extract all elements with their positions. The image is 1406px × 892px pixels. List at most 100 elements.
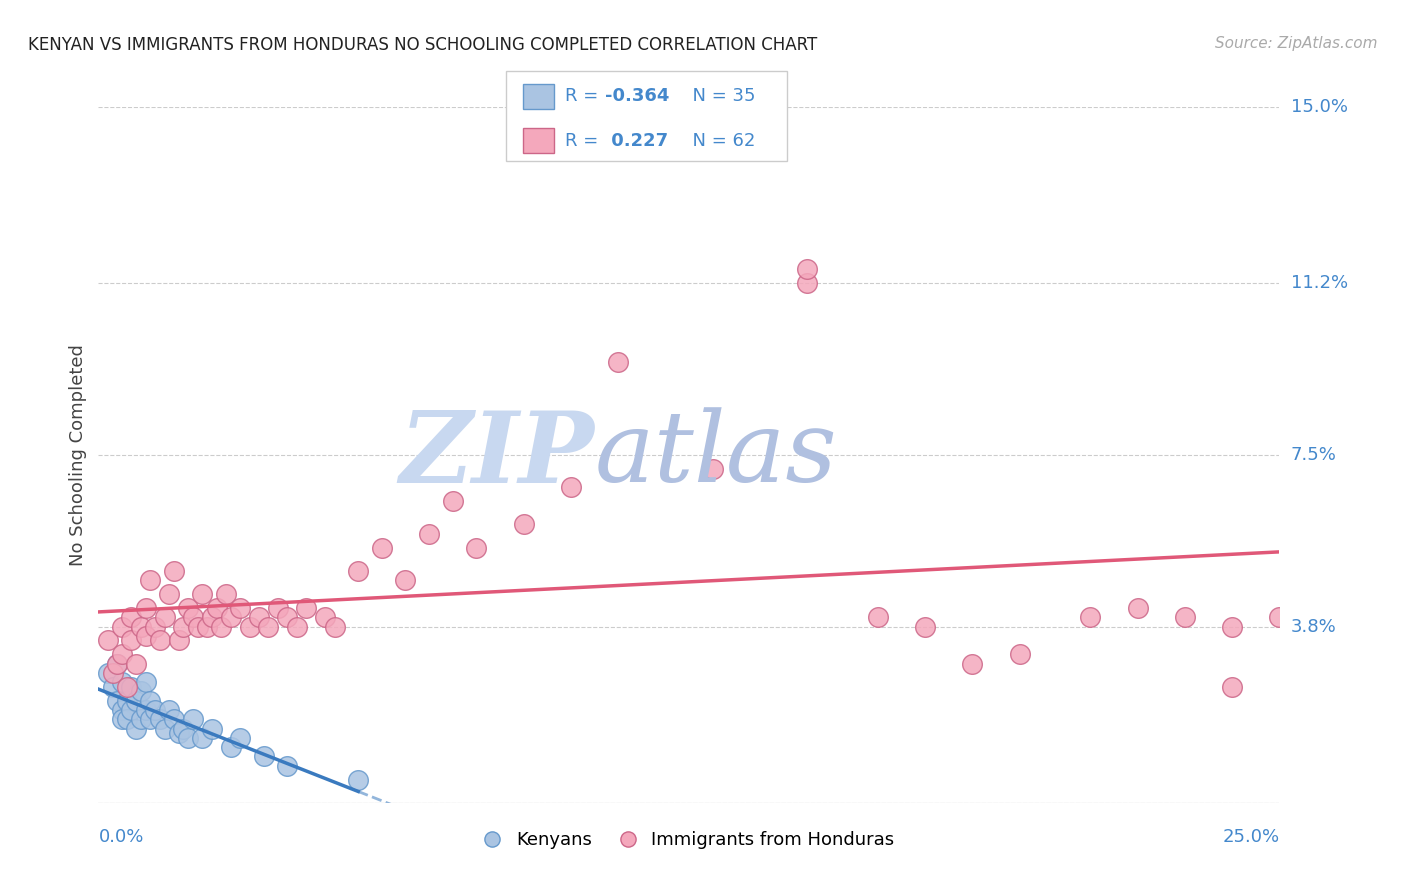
Point [153, 722, 176, 736]
Point [121, 610, 143, 624]
Point [115, 712, 138, 726]
Text: 7.5%: 7.5% [1291, 446, 1337, 464]
Point [866, 610, 889, 624]
Point [1080, 610, 1102, 624]
Point [172, 722, 194, 736]
Point [512, 517, 534, 532]
Point [418, 526, 440, 541]
Point [97, 665, 120, 680]
Point [163, 712, 186, 726]
Text: 25.0%: 25.0% [1222, 828, 1279, 846]
Point [1220, 619, 1243, 633]
Point [219, 740, 242, 755]
Point [702, 462, 724, 476]
Point [267, 601, 290, 615]
Point [111, 675, 134, 690]
Point [143, 619, 166, 633]
Point [201, 722, 224, 736]
Point [115, 694, 138, 708]
Point [201, 610, 224, 624]
Point [323, 619, 346, 633]
Point [1126, 601, 1149, 615]
Point [295, 601, 318, 615]
Point [135, 675, 157, 690]
Point [219, 610, 242, 624]
Point [101, 680, 124, 694]
Text: 0.0%: 0.0% [98, 828, 143, 846]
Point [347, 772, 370, 787]
Text: atlas: atlas [595, 408, 837, 502]
Text: 0.227: 0.227 [605, 132, 668, 150]
Point [135, 703, 157, 717]
Point [229, 601, 252, 615]
Point [115, 680, 138, 694]
Point [441, 494, 464, 508]
Point [1008, 648, 1031, 662]
Point [796, 277, 818, 291]
Y-axis label: No Schooling Completed: No Schooling Completed [69, 344, 87, 566]
Point [177, 601, 200, 615]
Point [121, 680, 143, 694]
Point [276, 758, 298, 772]
Point [101, 665, 124, 680]
Point [215, 587, 238, 601]
Point [285, 619, 308, 633]
Point [97, 633, 120, 648]
Point [796, 262, 818, 277]
Point [257, 619, 280, 633]
Point [121, 703, 143, 717]
Point [163, 564, 186, 578]
Point [205, 601, 228, 615]
Point [607, 355, 630, 369]
Point [111, 712, 134, 726]
Point [105, 657, 128, 671]
Point [135, 601, 157, 615]
Text: 11.2%: 11.2% [1291, 275, 1348, 293]
Point [276, 610, 298, 624]
Point [111, 703, 134, 717]
Point [125, 694, 148, 708]
Point [914, 619, 936, 633]
Legend: Kenyans, Immigrants from Honduras: Kenyans, Immigrants from Honduras [477, 823, 901, 856]
Point [105, 657, 128, 671]
Point [1268, 610, 1291, 624]
Point [125, 657, 148, 671]
Text: R =: R = [565, 87, 605, 105]
Point [177, 731, 200, 745]
Point [1174, 610, 1197, 624]
Point [157, 703, 180, 717]
Point [129, 684, 152, 698]
Point [143, 703, 166, 717]
Point [172, 619, 194, 633]
Point [191, 587, 214, 601]
Text: ZIP: ZIP [399, 407, 595, 503]
Point [129, 712, 152, 726]
Point [153, 610, 176, 624]
Point [135, 629, 157, 643]
Point [125, 722, 148, 736]
Point [191, 731, 214, 745]
Point [187, 619, 209, 633]
Point [394, 573, 416, 587]
Text: R =: R = [565, 132, 605, 150]
Point [181, 610, 204, 624]
Point [139, 573, 162, 587]
Text: KENYAN VS IMMIGRANTS FROM HONDURAS NO SCHOOLING COMPLETED CORRELATION CHART: KENYAN VS IMMIGRANTS FROM HONDURAS NO SC… [28, 36, 817, 54]
Point [167, 726, 190, 740]
Point [149, 712, 172, 726]
Point [1220, 680, 1243, 694]
Point [129, 619, 152, 633]
Point [111, 648, 134, 662]
Point [247, 610, 270, 624]
Point [229, 731, 252, 745]
Point [560, 480, 582, 494]
Text: -0.364: -0.364 [605, 87, 669, 105]
Point [239, 619, 262, 633]
Text: 15.0%: 15.0% [1291, 98, 1347, 116]
Point [314, 610, 336, 624]
Point [139, 712, 162, 726]
Point [195, 619, 218, 633]
Point [111, 619, 134, 633]
Point [371, 541, 394, 555]
Point [139, 694, 162, 708]
